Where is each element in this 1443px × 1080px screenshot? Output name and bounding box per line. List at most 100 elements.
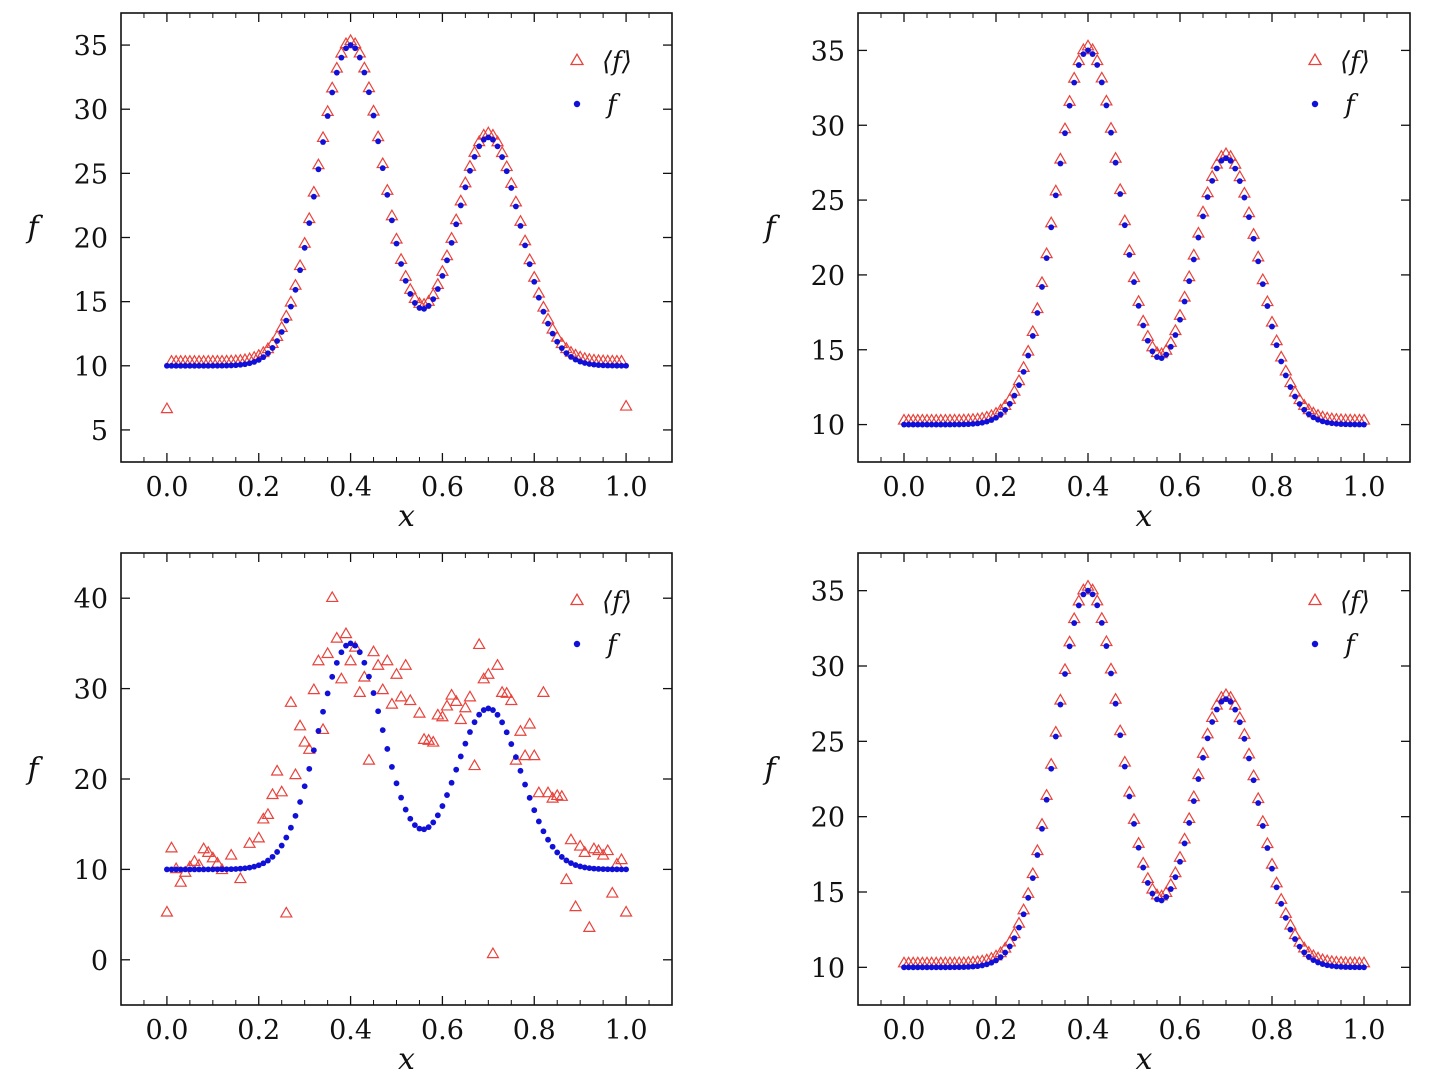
f-point (577, 358, 584, 365)
f-point (970, 963, 976, 970)
f-point (209, 362, 216, 369)
f-point (1020, 911, 1027, 918)
f-point (173, 362, 180, 369)
f-point (411, 822, 418, 829)
f-point (499, 154, 506, 160)
avg-f-point (458, 701, 472, 713)
f-point (1066, 643, 1073, 650)
f-point (1301, 949, 1308, 956)
f-point (531, 278, 538, 285)
avg-f-point (284, 695, 298, 707)
f-point (384, 746, 391, 752)
f-point (361, 69, 368, 76)
f-point (1052, 733, 1059, 740)
f-point (1062, 130, 1068, 137)
f-point (251, 358, 258, 365)
f-point (568, 860, 574, 866)
f-point (232, 362, 239, 369)
f-point (1301, 406, 1308, 413)
f-point (1048, 765, 1055, 772)
f-point (205, 362, 212, 369)
avg-f-point (591, 843, 606, 856)
f-point (1002, 407, 1009, 413)
f-point (287, 303, 294, 310)
f-point (517, 767, 524, 774)
avg-f-point (564, 832, 578, 845)
f-point (389, 764, 395, 770)
legend: ⟨f⟩ f (1307, 47, 1370, 120)
f-point (1163, 351, 1170, 358)
f-point (1126, 793, 1133, 800)
f-point (379, 727, 386, 734)
f-point (1011, 392, 1018, 399)
avg-f-point (307, 682, 321, 695)
f-point (343, 45, 349, 52)
f-point (246, 864, 253, 871)
f-point (306, 765, 313, 772)
f-point (1154, 896, 1160, 903)
f-point (577, 863, 584, 870)
avg-f-point (187, 854, 202, 867)
f-point (476, 711, 483, 718)
f-point (476, 143, 483, 150)
f-point (1135, 302, 1142, 309)
f-point (979, 962, 986, 969)
f-point (416, 825, 423, 832)
f-point (269, 853, 276, 860)
avg-f-point (490, 658, 505, 670)
f-point (960, 964, 967, 970)
f-point (1140, 864, 1147, 871)
f-point (951, 964, 958, 971)
avg-f-point (481, 667, 495, 679)
f-point (1287, 926, 1294, 933)
f-point (411, 300, 418, 306)
f-point (1241, 735, 1248, 742)
f-point (558, 854, 565, 860)
f-point (591, 361, 597, 368)
avg-f-point (261, 807, 275, 819)
y-tick-label: 25 (811, 727, 845, 758)
legend-f-marker (573, 640, 581, 648)
f-point (237, 865, 244, 872)
f-point (297, 267, 303, 274)
f-point (448, 779, 455, 786)
f-point (1126, 251, 1133, 258)
f-point (1292, 936, 1298, 942)
f-point (947, 964, 953, 971)
x-tick-label: 0.8 (513, 1015, 556, 1046)
y-tick-label: 35 (74, 31, 108, 62)
avg-f-point (587, 842, 601, 854)
f-point (1089, 591, 1096, 598)
f-point (988, 417, 995, 423)
f-point (402, 277, 409, 284)
f-point (1043, 796, 1050, 803)
f-point (416, 305, 423, 311)
f-point (1264, 303, 1271, 309)
f-point (347, 640, 354, 647)
series-f (901, 587, 1367, 971)
f-point (503, 168, 510, 175)
f-point (1255, 258, 1262, 265)
f-point (1273, 342, 1280, 349)
legend-avg-f-marker (569, 592, 585, 606)
f-point (315, 728, 322, 734)
f-point (315, 166, 322, 173)
f-point (526, 261, 533, 268)
f-point (1328, 963, 1335, 969)
f-point (186, 362, 193, 369)
f-point (609, 362, 616, 369)
f-point (453, 221, 460, 228)
f-point (1167, 343, 1174, 350)
x-tick-label: 0.0 (145, 472, 188, 503)
f-point (1227, 698, 1234, 705)
f-point (1315, 416, 1321, 423)
y-tick-label: 30 (811, 111, 845, 142)
f-point (1213, 165, 1220, 172)
avg-f-point (399, 658, 413, 670)
legend-f-label: f (1343, 90, 1359, 120)
f-point (581, 360, 588, 366)
f-point (370, 112, 377, 119)
avg-f-point (321, 646, 335, 659)
avg-f-point (509, 753, 523, 765)
f-point (1089, 51, 1096, 57)
